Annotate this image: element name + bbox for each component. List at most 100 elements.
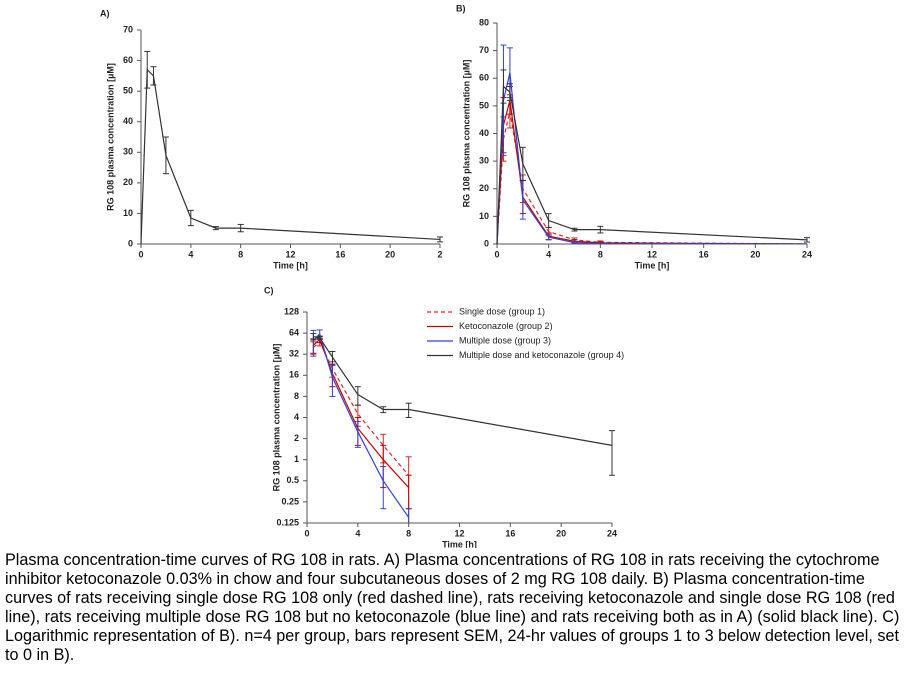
error-bar (150, 66, 157, 86)
error-bar (162, 136, 169, 175)
x-tick-label: 24 (802, 249, 812, 259)
y-tick-label: 10 (123, 208, 133, 218)
x-tick-label: 0 (494, 249, 499, 259)
y-tick-label: 80 (479, 17, 489, 27)
error-bar (597, 225, 604, 234)
y-tick-label: 128 (284, 306, 299, 316)
y-axis-label: RG 108 plasma concentration [µM] (461, 60, 471, 208)
error-bar (405, 474, 412, 510)
series-line (312, 332, 410, 518)
x-tick-label: 0 (304, 528, 309, 538)
y-tick-label: 0.25 (281, 496, 299, 506)
legend-label: Single dose (group 1) (459, 306, 545, 316)
x-tick-label: 4 (546, 249, 551, 259)
x-tick-label: 16 (699, 249, 709, 259)
y-tick-label: 2 (294, 433, 299, 443)
y-tick-label: 60 (479, 73, 489, 83)
series-line (140, 68, 441, 244)
y-tick-label: 50 (479, 100, 489, 110)
x-axis-label: Time [h] (442, 539, 477, 548)
y-tick-label: 20 (123, 177, 133, 187)
y-tick-label: 0.5 (286, 475, 299, 485)
x-tick-label: 8 (598, 249, 603, 259)
series-line (496, 100, 808, 244)
error-bar (506, 83, 513, 101)
series-line (496, 72, 808, 244)
y-tick-label: 30 (479, 156, 489, 166)
x-tick-label: 8 (406, 528, 411, 538)
y-tick-label: 0.125 (276, 517, 299, 527)
y-tick-label: 40 (479, 128, 489, 138)
plot (310, 329, 615, 523)
y-tick-label: 16 (289, 370, 299, 380)
x-tick-label: 20 (385, 249, 395, 259)
series-line (312, 338, 410, 488)
error-bar (316, 335, 323, 340)
series-line (496, 85, 808, 244)
y-tick-label: 0 (484, 238, 489, 248)
x-tick-label: 16 (335, 249, 345, 259)
error-bar (310, 333, 317, 341)
error-bar (212, 226, 219, 231)
y-tick-label: 60 (123, 55, 133, 65)
series-line (496, 111, 808, 244)
y-tick-label: 50 (123, 86, 133, 96)
error-bar (500, 69, 507, 104)
x-tick-label: 4 (188, 249, 193, 259)
panel-label: B) (456, 3, 466, 13)
error-bar (187, 209, 194, 227)
x-tick-label: 4 (355, 528, 360, 538)
y-tick-label: 70 (123, 24, 133, 34)
y-tick-label: 30 (123, 147, 133, 157)
y-tick-label: 4 (294, 412, 299, 422)
error-bar (405, 508, 412, 523)
x-axis-label: Time [h] (635, 260, 670, 270)
x-axis-label: Time [h] (273, 260, 308, 270)
error-bar (380, 406, 387, 414)
error-bar (609, 430, 615, 476)
error-bar (237, 223, 244, 233)
y-axis-label: RG 108 plasma concentration [µM] (105, 63, 115, 211)
error-bar (144, 50, 151, 89)
error-bar (354, 421, 361, 448)
y-tick-label: 8 (294, 391, 299, 401)
error-bar (437, 236, 443, 243)
error-bar (804, 237, 810, 243)
legend-label: Multiple dose and ketoconazole (group 4) (459, 350, 624, 360)
error-bar (329, 365, 336, 397)
y-axis-label: RG 108 plasma concentration [µM] (271, 344, 281, 492)
y-tick-label: 20 (479, 183, 489, 193)
error-bar (545, 233, 552, 241)
error-bar (405, 402, 412, 418)
plot (496, 44, 810, 244)
y-tick-label: 0 (128, 238, 133, 248)
panel-label: C) (264, 285, 274, 295)
error-bar (380, 465, 387, 510)
x-tick-label: 20 (556, 528, 566, 538)
y-tick-label: 64 (289, 327, 299, 337)
x-tick-label: 24 (607, 528, 617, 538)
x-tick-label: 0 (138, 249, 143, 259)
caption: Plasma concentration-time curves of RG 1… (5, 551, 900, 664)
x-tick-label: 2 (437, 249, 442, 259)
y-tick-label: 32 (289, 349, 299, 359)
legend-label: Multiple dose (group 3) (459, 335, 551, 345)
y-tick-label: 70 (479, 45, 489, 55)
error-bar (329, 350, 336, 365)
x-tick-label: 12 (647, 249, 657, 259)
y-tick-label: 1 (294, 454, 299, 464)
legend-label: Ketoconazole (group 2) (459, 321, 553, 331)
x-tick-label: 16 (505, 528, 515, 538)
plot (140, 50, 443, 244)
error-bar (597, 242, 604, 244)
x-tick-label: 12 (454, 528, 464, 538)
error-bar (519, 146, 526, 181)
x-tick-label: 20 (750, 249, 760, 259)
x-tick-label: 12 (285, 249, 295, 259)
error-bar (354, 386, 361, 406)
panel-label: A) (100, 8, 110, 18)
y-tick-label: 40 (123, 116, 133, 126)
y-tick-label: 10 (479, 211, 489, 221)
